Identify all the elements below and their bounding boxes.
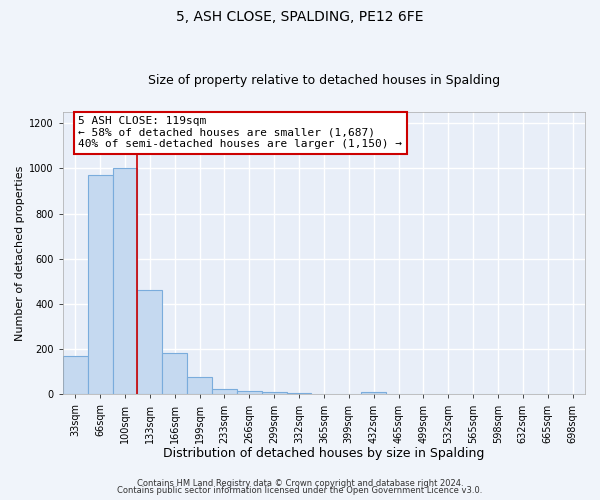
Bar xyxy=(63,356,88,395)
Title: Size of property relative to detached houses in Spalding: Size of property relative to detached ho… xyxy=(148,74,500,87)
Bar xyxy=(237,391,262,394)
Bar xyxy=(162,352,187,395)
Bar xyxy=(262,392,287,394)
Bar xyxy=(287,392,311,394)
Bar xyxy=(88,175,113,394)
X-axis label: Distribution of detached houses by size in Spalding: Distribution of detached houses by size … xyxy=(163,447,485,460)
Text: Contains HM Land Registry data © Crown copyright and database right 2024.: Contains HM Land Registry data © Crown c… xyxy=(137,478,463,488)
Bar xyxy=(361,392,386,394)
Bar xyxy=(187,378,212,394)
Text: 5 ASH CLOSE: 119sqm
← 58% of detached houses are smaller (1,687)
40% of semi-det: 5 ASH CLOSE: 119sqm ← 58% of detached ho… xyxy=(79,116,403,149)
Bar xyxy=(113,168,137,394)
Text: Contains public sector information licensed under the Open Government Licence v3: Contains public sector information licen… xyxy=(118,486,482,495)
Text: 5, ASH CLOSE, SPALDING, PE12 6FE: 5, ASH CLOSE, SPALDING, PE12 6FE xyxy=(176,10,424,24)
Y-axis label: Number of detached properties: Number of detached properties xyxy=(15,166,25,341)
Bar xyxy=(212,389,237,394)
Bar xyxy=(137,290,162,395)
